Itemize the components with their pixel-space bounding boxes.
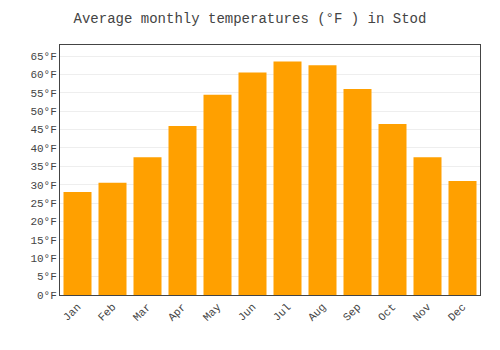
svg-text:Feb: Feb [96,301,118,323]
svg-text:Oct: Oct [376,301,398,323]
svg-text:30°F: 30°F [30,180,56,192]
svg-text:May: May [201,301,224,324]
svg-text:45°F: 45°F [30,124,56,136]
svg-text:Jan: Jan [61,301,83,323]
svg-text:50°F: 50°F [30,106,56,118]
svg-text:65°F: 65°F [30,51,56,63]
svg-text:Dec: Dec [446,301,468,323]
svg-text:Apr: Apr [166,301,188,323]
svg-text:Jun: Jun [236,301,258,323]
svg-text:0°F: 0°F [37,290,57,302]
svg-text:5°F: 5°F [37,271,57,283]
svg-text:40°F: 40°F [30,143,56,155]
svg-text:Average monthly temperatures (: Average monthly temperatures (°F ) in St… [74,11,427,27]
svg-text:Nov: Nov [411,301,434,324]
svg-text:Jul: Jul [271,301,293,323]
svg-text:20°F: 20°F [30,216,56,228]
svg-text:35°F: 35°F [30,161,56,173]
svg-text:10°F: 10°F [30,253,56,265]
svg-text:Sep: Sep [341,301,363,323]
svg-text:25°F: 25°F [30,198,56,210]
svg-text:60°F: 60°F [30,69,56,81]
svg-text:15°F: 15°F [30,235,56,247]
svg-text:Mar: Mar [131,301,153,323]
svg-text:55°F: 55°F [30,88,56,100]
svg-text:Aug: Aug [306,301,328,323]
